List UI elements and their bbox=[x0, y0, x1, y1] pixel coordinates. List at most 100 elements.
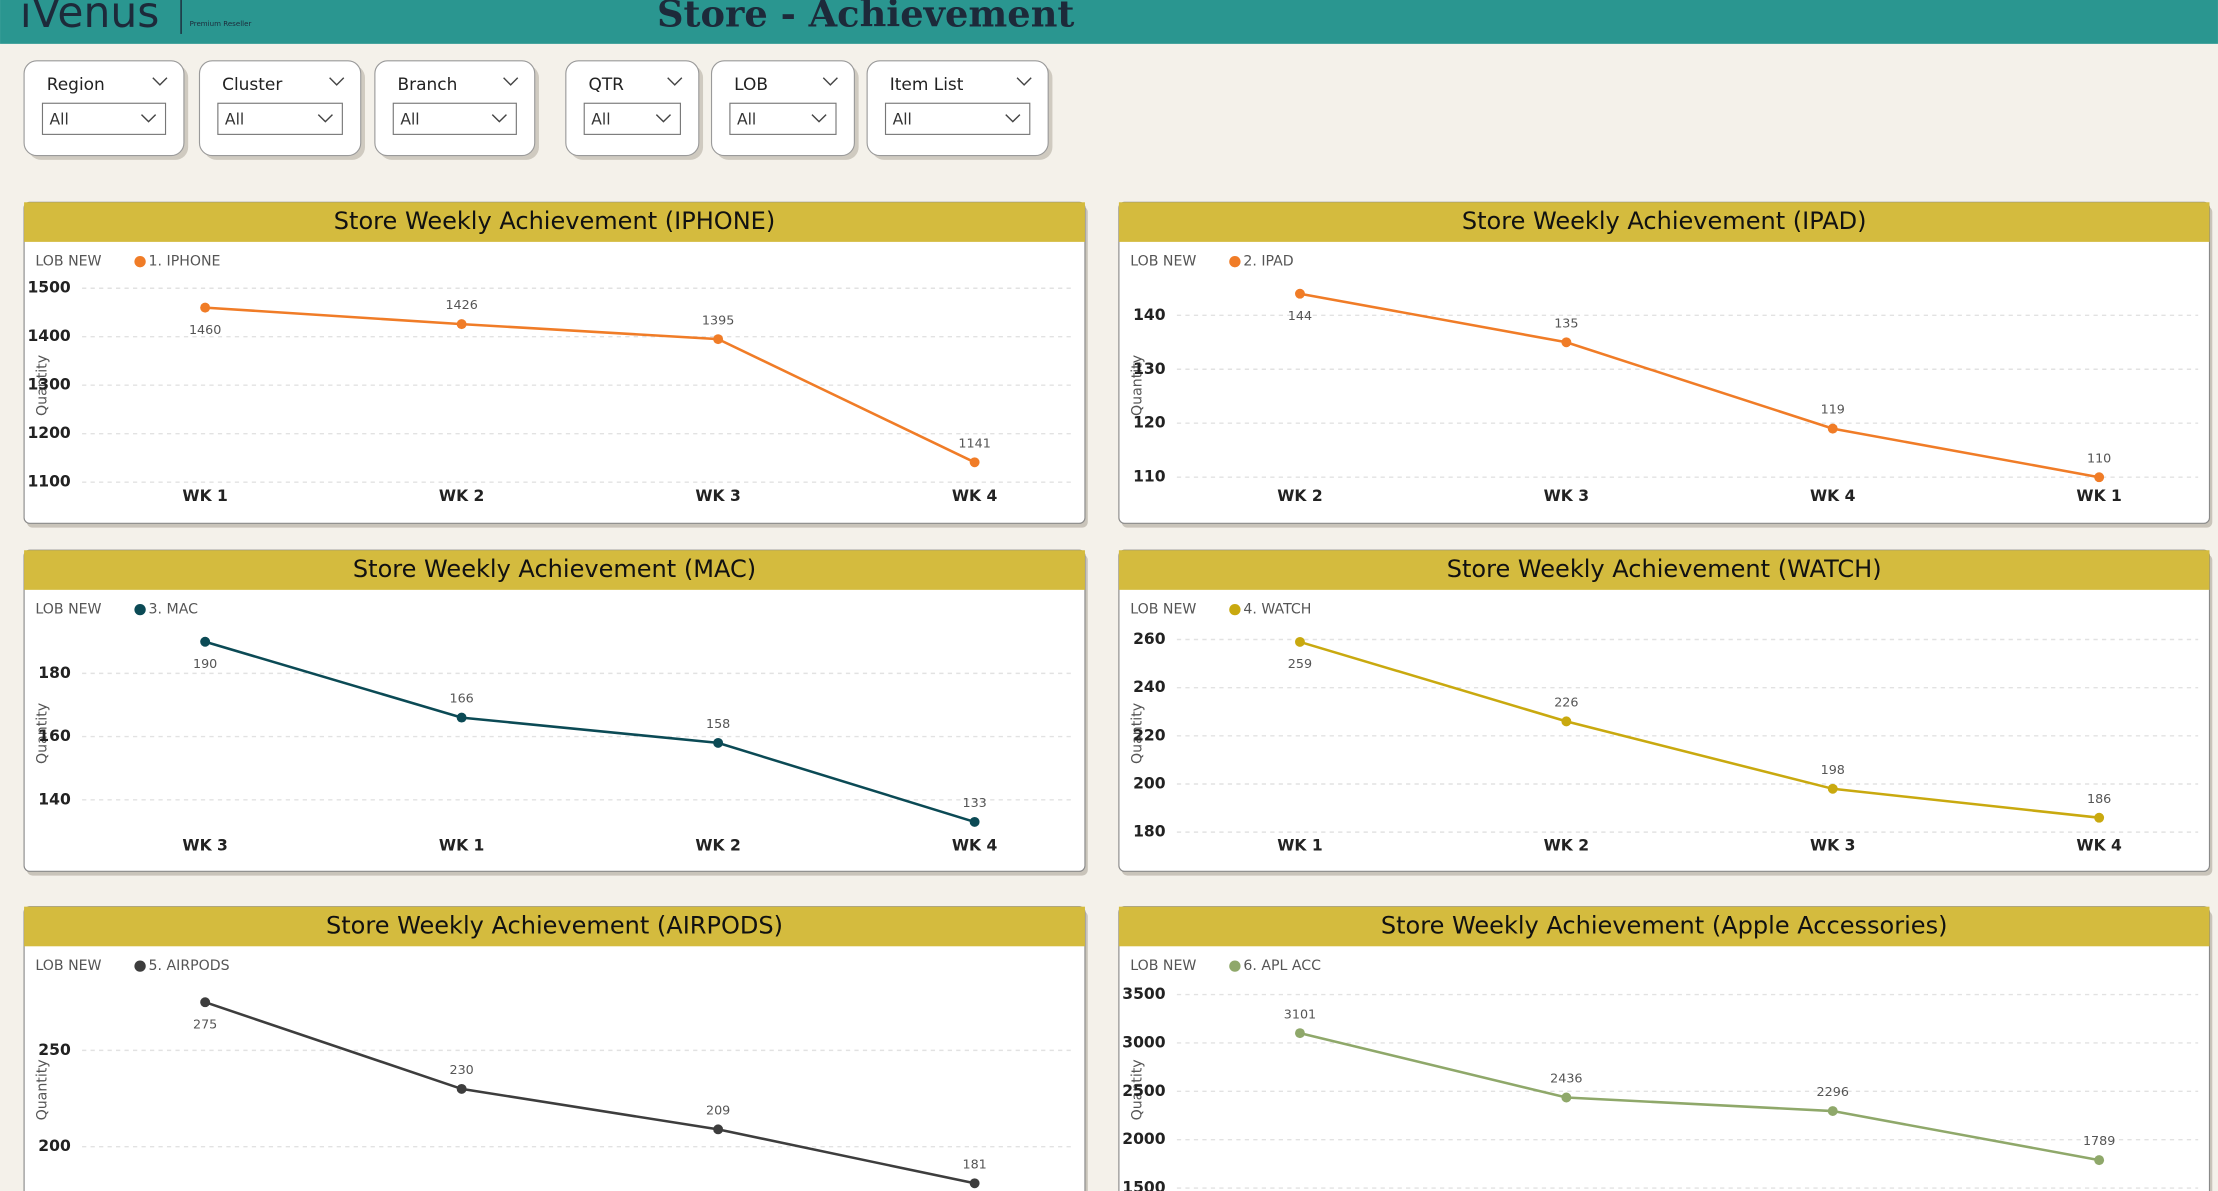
x-tick-label: WK 1 bbox=[182, 487, 227, 505]
chart-title: Store Weekly Achievement (Apple Accessor… bbox=[1381, 911, 1948, 939]
filter-dropdown[interactable] bbox=[884, 102, 1031, 135]
y-tick-label: 200 bbox=[1133, 774, 1166, 792]
filter-value: All bbox=[400, 111, 419, 129]
series-line bbox=[204, 640, 975, 824]
y-tick-label: 180 bbox=[38, 664, 71, 682]
legend-label: 5. AIRPODS bbox=[149, 958, 230, 974]
y-tick-label: 160 bbox=[38, 727, 71, 745]
logo: iVenus bbox=[20, 0, 160, 38]
filter-dropdown[interactable] bbox=[729, 102, 837, 135]
data-label: 110 bbox=[2087, 451, 2111, 466]
filter-card[interactable]: LOB All bbox=[710, 60, 859, 160]
series-line bbox=[1299, 640, 2100, 819]
data-point bbox=[713, 737, 724, 748]
data-label: 198 bbox=[1821, 763, 1845, 778]
filter-label: Branch bbox=[398, 75, 458, 95]
legend-label: 4. WATCH bbox=[1243, 602, 1311, 618]
filter-card[interactable]: QTR All bbox=[565, 60, 704, 160]
x-tick-label: WK 3 bbox=[182, 836, 227, 854]
page-title: Store - Achievement bbox=[657, 0, 1074, 35]
legend-title: LOB NEW bbox=[35, 254, 101, 270]
y-tick-label: 1500 bbox=[1122, 1179, 1165, 1191]
filter-label: Cluster bbox=[222, 75, 282, 95]
filter-label: QTR bbox=[588, 75, 624, 95]
panel bbox=[23, 906, 1086, 1191]
y-tick-label: 1100 bbox=[27, 473, 70, 491]
data-point bbox=[1827, 783, 1838, 794]
filter-value: All bbox=[591, 111, 610, 129]
chart-title: Store Weekly Achievement (MAC) bbox=[353, 555, 756, 583]
data-label: 259 bbox=[1288, 657, 1312, 672]
filter-card[interactable]: Cluster All bbox=[198, 60, 365, 160]
x-tick-label: WK 1 bbox=[2076, 487, 2121, 505]
data-point bbox=[200, 636, 211, 647]
x-tick-label: WK 4 bbox=[2076, 836, 2122, 854]
filter-dropdown[interactable] bbox=[392, 102, 517, 135]
y-tick-label: 140 bbox=[1133, 306, 1166, 324]
filter-chevron bbox=[1016, 77, 1032, 86]
y-axis-label: Quantity bbox=[1129, 1059, 1145, 1120]
dropdown-chevron bbox=[655, 114, 672, 123]
data-label: 158 bbox=[706, 717, 730, 732]
y-tick-label: 130 bbox=[1133, 360, 1166, 378]
y-axis-label: Quantity bbox=[34, 355, 50, 416]
panel-header bbox=[1118, 906, 2210, 947]
legend-title: LOB NEW bbox=[35, 602, 101, 618]
data-point bbox=[1561, 1092, 1572, 1103]
filter-value: All bbox=[225, 111, 244, 129]
series-line bbox=[205, 306, 976, 464]
data-label: 209 bbox=[706, 1103, 730, 1118]
y-tick-label: 140 bbox=[38, 790, 71, 808]
y-tick-label: 3500 bbox=[1122, 985, 1165, 1003]
data-point bbox=[1295, 288, 1305, 299]
filter-chevron bbox=[822, 77, 838, 86]
panel bbox=[23, 549, 1086, 872]
data-label: 230 bbox=[449, 1063, 473, 1078]
data-label: 135 bbox=[1554, 316, 1578, 331]
data-label: 1426 bbox=[445, 298, 477, 313]
legend-label: 6. APL ACC bbox=[1243, 958, 1321, 974]
y-tick-label: 110 bbox=[1133, 468, 1166, 486]
data-point bbox=[1561, 337, 1572, 348]
data-point bbox=[2094, 812, 2105, 823]
legend-marker bbox=[134, 603, 146, 616]
data-label: 133 bbox=[962, 796, 986, 811]
chart-title: Store Weekly Achievement (WATCH) bbox=[1447, 555, 1882, 583]
filter-dropdown[interactable] bbox=[583, 102, 681, 135]
panel-header bbox=[1118, 202, 2210, 242]
x-tick-label: WK 3 bbox=[695, 487, 740, 505]
filter-card[interactable]: Region All bbox=[23, 60, 189, 160]
dropdown-chevron bbox=[811, 114, 827, 123]
y-tick-label: 2000 bbox=[1122, 1130, 1165, 1148]
x-tick-label: WK 4 bbox=[1810, 487, 1856, 505]
legend-title: LOB NEW bbox=[1130, 958, 1196, 974]
dropdown-chevron bbox=[317, 114, 333, 123]
data-label: 181 bbox=[962, 1157, 986, 1172]
x-tick-label: WK 2 bbox=[439, 487, 484, 505]
y-tick-label: 220 bbox=[1133, 726, 1166, 744]
data-point bbox=[713, 334, 724, 345]
filter-card[interactable]: Branch All bbox=[374, 60, 539, 160]
header-bar bbox=[0, 0, 2218, 44]
panel-header bbox=[1118, 550, 2210, 590]
data-label: 190 bbox=[193, 657, 217, 672]
filter-chevron bbox=[667, 77, 683, 86]
y-axis-label: Quantity bbox=[34, 1059, 50, 1120]
chart-panel: Store Weekly Achievement (IPAD) LOB NEW Qu… bbox=[1118, 201, 2213, 528]
y-tick-label: 180 bbox=[1133, 823, 1166, 841]
filter-card[interactable]: Item List All bbox=[866, 60, 1053, 160]
series-line bbox=[1299, 1031, 2100, 1162]
panel bbox=[1118, 906, 2211, 1191]
chart-title: Store Weekly Achievement (IPHONE) bbox=[334, 207, 775, 235]
y-axis-label: Quantity bbox=[1129, 355, 1145, 416]
panel bbox=[1118, 549, 2211, 872]
chart-title: Store Weekly Achievement (IPAD) bbox=[1462, 207, 1867, 235]
panel-header bbox=[24, 202, 1085, 242]
chart-panel: Store Weekly Achievement (AIRPODS) LOB NE… bbox=[23, 906, 1088, 1191]
legend-label: 3. MAC bbox=[149, 602, 199, 618]
legend-label: 2. IPAD bbox=[1243, 254, 1293, 270]
data-label: 3101 bbox=[1284, 1007, 1316, 1022]
legend-marker bbox=[1229, 960, 1241, 972]
chart-title: Store Weekly Achievement (AIRPODS) bbox=[326, 911, 783, 939]
